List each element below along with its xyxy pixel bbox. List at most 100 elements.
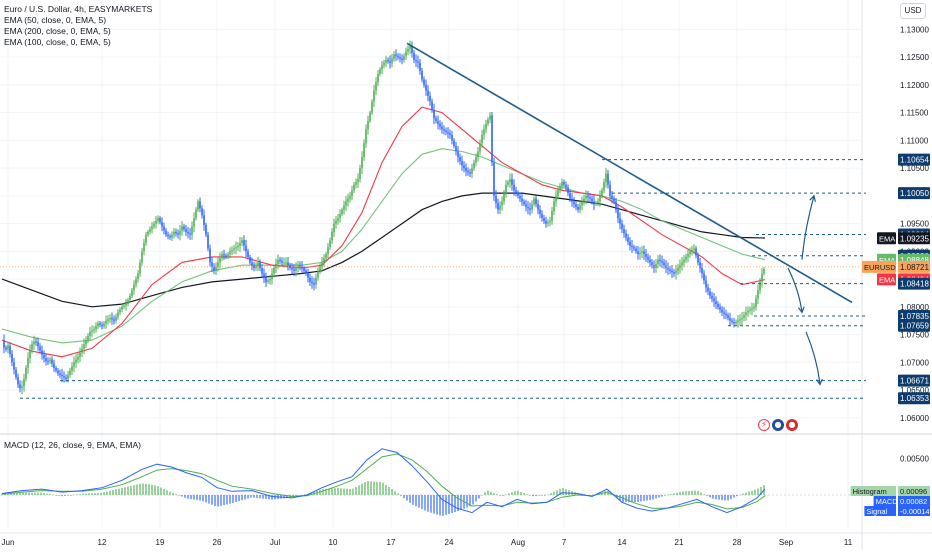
x-tick-label: 7 [562, 538, 567, 547]
macd-histogram-bar [79, 494, 81, 495]
candle-body [337, 218, 339, 221]
candle-body [697, 255, 699, 263]
macd-histogram-bar [163, 488, 165, 495]
candle-body [267, 280, 269, 282]
lightning-icon[interactable]: ⚡ [758, 419, 770, 431]
ema-100-legend[interactable]: EMA (100, close, 0, EMA, 5) [4, 37, 111, 47]
macd-histogram-bar [28, 492, 30, 495]
macd-histogram-bar [760, 486, 762, 495]
candle-body [557, 190, 559, 196]
price-tag-label: EMA [879, 256, 895, 265]
macd-histogram-bar [184, 495, 186, 498]
macd-histogram-bar [157, 486, 159, 495]
candle-body [17, 377, 19, 385]
candle-body [101, 324, 103, 327]
macd-histogram-bar [565, 489, 567, 495]
candle-body [585, 195, 587, 199]
candle-body [85, 340, 87, 345]
macd-histogram-bar [634, 495, 636, 503]
macd-histogram-bar [139, 483, 141, 495]
eu-flag-icon[interactable]: ● [772, 419, 784, 431]
candle-body [259, 262, 261, 268]
macd-histogram-bar [175, 494, 177, 495]
macd-histogram-bar [628, 495, 630, 503]
x-tick-label: Jun [2, 538, 15, 547]
macd-histogram-bar [694, 490, 696, 495]
x-tick-label: Aug [511, 538, 525, 547]
macd-histogram-bar [700, 492, 702, 495]
macd-histogram-bar [715, 495, 717, 500]
macd-histogram-bar [55, 495, 57, 496]
candle-body [555, 195, 557, 202]
candle-body [673, 272, 675, 274]
candle-body [707, 287, 709, 292]
macd-histogram-bar [238, 495, 240, 502]
candle-body [647, 256, 649, 260]
candle-body [537, 204, 539, 210]
macd-histogram-bar [484, 492, 486, 495]
macd-legend[interactable]: MACD (12, 26, close, 9, EMA, EMA) [4, 440, 141, 450]
macd-histogram-bar [343, 488, 345, 495]
candle-body [553, 201, 555, 212]
symbol-title[interactable]: Euro / U.S. Dollar, 4h, EASYMARKETS [4, 4, 153, 14]
candle-body [11, 353, 13, 363]
candle-body [187, 231, 189, 234]
macd-histogram-bar [412, 495, 414, 505]
event-badges[interactable]: ⚡ ● ● [758, 419, 798, 431]
macd-histogram-bar [427, 495, 429, 512]
candle-body [327, 247, 329, 255]
us-flag-icon[interactable]: ● [786, 419, 798, 431]
annotation-layer [0, 42, 866, 399]
macd-histogram-bar [547, 494, 549, 496]
macd-histogram-bar [718, 495, 720, 500]
macd-histogram-bar [40, 492, 42, 495]
candle-body [733, 322, 735, 324]
macd-histogram-bar [385, 484, 387, 495]
macd-histogram-bar [355, 486, 357, 495]
candle-body [429, 95, 431, 102]
macd-histogram-bar [154, 485, 156, 495]
candle-body [713, 298, 715, 302]
candle-body [417, 61, 419, 63]
candle-body [737, 320, 739, 323]
candle-body [29, 349, 31, 359]
price-tag-label: EMA [879, 275, 895, 284]
macd-histogram-bar [328, 488, 330, 495]
candle-body [599, 195, 601, 202]
y-tick-label: 1.07000 [900, 358, 929, 367]
price-label: 1.08418 [900, 280, 929, 289]
currency-button[interactable]: USD [900, 3, 926, 19]
candle-body [549, 220, 551, 223]
candle-body [725, 313, 727, 316]
ema-200-legend[interactable]: EMA (200, close, 0, EMA, 5) [4, 26, 111, 36]
candle-body [507, 181, 509, 185]
x-tick-label: Jul [270, 538, 280, 547]
candle-body [155, 220, 157, 224]
macd-histogram-bar [379, 481, 381, 495]
price-tag-label: EMA [879, 234, 895, 243]
macd-value-box [898, 486, 930, 496]
candle-body [485, 123, 487, 130]
candle-body [15, 369, 17, 378]
candle-body [9, 345, 11, 354]
candle-body [133, 284, 135, 291]
candle-body [281, 261, 283, 263]
macd-histogram-bar [226, 495, 228, 505]
ema-50-legend[interactable]: EMA (50, close, 0, EMA, 5) [4, 15, 107, 25]
candle-body [603, 181, 605, 191]
candle-body [715, 301, 717, 305]
macd-histogram-bar [7, 493, 9, 495]
candle-body [351, 190, 353, 196]
candle-body [403, 55, 405, 60]
candle-body [53, 363, 55, 368]
candle-body [33, 341, 35, 345]
candle-body [251, 262, 253, 266]
candle-body [51, 359, 53, 364]
price-tag-box [877, 232, 896, 245]
candle-body [409, 46, 411, 49]
y-tick-label: 1.12000 [900, 81, 929, 90]
candle-body [233, 248, 235, 250]
macd-histogram-bar [643, 495, 645, 501]
